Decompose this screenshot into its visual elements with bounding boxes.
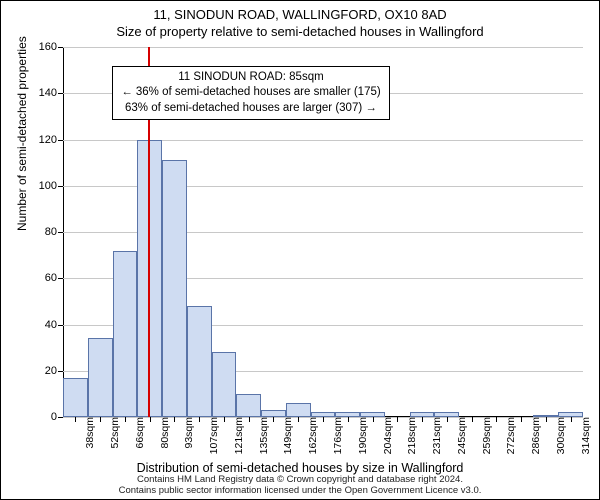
xtick-mark — [397, 417, 398, 422]
annotation-line-1: 11 SINODUN ROAD: 85sqm — [121, 70, 381, 86]
xtick-label: 272sqm — [500, 417, 517, 454]
xtick-label: 314sqm — [575, 417, 592, 454]
histogram-bar — [212, 352, 237, 417]
grid-line — [63, 47, 583, 48]
xtick-label: 107sqm — [203, 417, 220, 454]
xtick-mark — [373, 417, 374, 422]
xtick-mark — [199, 417, 200, 422]
histogram-bar — [113, 251, 138, 418]
x-axis-label: Distribution of semi-detached houses by … — [1, 461, 599, 475]
footer-line-2: Contains public sector information licen… — [1, 486, 599, 497]
figure-container: 11, SINODUN ROAD, WALLINGFORD, OX10 8AD … — [0, 0, 600, 500]
xtick-label: 135sqm — [253, 417, 270, 454]
xtick-mark — [125, 417, 126, 422]
xtick-mark — [447, 417, 448, 422]
xtick-mark — [100, 417, 101, 422]
xtick-label: 176sqm — [327, 417, 344, 454]
xtick-label: 93sqm — [178, 417, 195, 449]
histogram-bar — [63, 378, 88, 417]
histogram-bar — [236, 394, 261, 417]
xtick-mark — [174, 417, 175, 422]
histogram-bar — [162, 160, 187, 417]
xtick-mark — [273, 417, 274, 422]
xtick-mark — [546, 417, 547, 422]
xtick-label: 245sqm — [451, 417, 468, 454]
xtick-label: 162sqm — [302, 417, 319, 454]
xtick-mark — [224, 417, 225, 422]
xtick-label: 286sqm — [525, 417, 542, 454]
ytick-label: 80 — [45, 226, 63, 238]
xtick-mark — [496, 417, 497, 422]
annotation-box: 11 SINODUN ROAD: 85sqm← 36% of semi-deta… — [112, 66, 390, 121]
xtick-mark — [298, 417, 299, 422]
xtick-label: 38sqm — [79, 417, 96, 449]
histogram-bar — [187, 306, 212, 417]
xtick-label: 300sqm — [550, 417, 567, 454]
xtick-mark — [472, 417, 473, 422]
ytick-label: 140 — [39, 87, 63, 99]
ytick-label: 20 — [45, 365, 63, 377]
xtick-label: 218sqm — [401, 417, 418, 454]
xtick-label: 259sqm — [476, 417, 493, 454]
annotation-line-2: ← 36% of semi-detached houses are smalle… — [121, 85, 381, 101]
ytick-label: 40 — [45, 319, 63, 331]
attribution-footer: Contains HM Land Registry data © Crown c… — [1, 475, 599, 497]
xtick-label: 52sqm — [104, 417, 121, 449]
histogram-bar — [261, 410, 286, 417]
histogram-plot: 02040608010012014016038sqm52sqm66sqm80sq… — [63, 47, 583, 417]
xtick-label: 190sqm — [352, 417, 369, 454]
annotation-line-3: 63% of semi-detached houses are larger (… — [121, 101, 381, 117]
ytick-label: 120 — [39, 134, 63, 146]
ytick-label: 160 — [39, 41, 63, 53]
ytick-label: 100 — [39, 180, 63, 192]
xtick-mark — [249, 417, 250, 422]
xtick-mark — [348, 417, 349, 422]
xtick-mark — [150, 417, 151, 422]
xtick-mark — [75, 417, 76, 422]
ytick-label: 0 — [51, 411, 63, 423]
y-axis-label: Number of semi-detached properties — [15, 36, 29, 231]
histogram-bar — [88, 338, 113, 417]
xtick-mark — [521, 417, 522, 422]
xtick-mark — [422, 417, 423, 422]
xtick-label: 66sqm — [129, 417, 146, 449]
xtick-mark — [323, 417, 324, 422]
xtick-label: 204sqm — [377, 417, 394, 454]
ytick-label: 60 — [45, 272, 63, 284]
xtick-mark — [571, 417, 572, 422]
histogram-bar — [286, 403, 311, 417]
xtick-label: 149sqm — [277, 417, 294, 454]
xtick-label: 121sqm — [228, 417, 245, 454]
xtick-label: 231sqm — [426, 417, 443, 454]
title-line-2: Size of property relative to semi-detach… — [1, 22, 599, 39]
xtick-label: 80sqm — [154, 417, 171, 449]
title-line-1: 11, SINODUN ROAD, WALLINGFORD, OX10 8AD — [1, 1, 599, 22]
